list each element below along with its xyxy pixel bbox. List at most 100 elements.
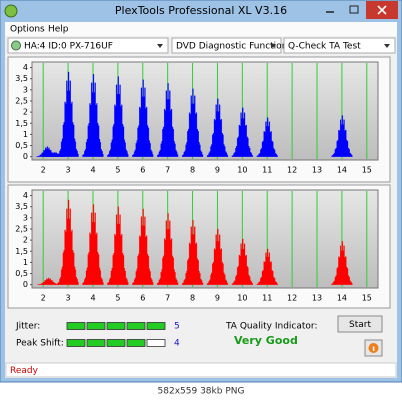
minimize-button[interactable] <box>318 1 342 19</box>
info-icon-glyph <box>372 346 375 351</box>
y-tick-label: 0 <box>23 152 28 161</box>
x-tick-label: 7 <box>165 294 170 303</box>
x-tick-label: 11 <box>262 166 272 175</box>
dropdown-arrow <box>157 44 163 48</box>
window-title: PlexTools Professional XL V3.16 <box>115 4 287 17</box>
y-tick-label: 2,5 <box>15 224 28 233</box>
start-button[interactable] <box>337 315 383 333</box>
quality-label: TA Quality Indicator: <box>225 322 317 332</box>
x-tick-label: 13 <box>312 294 322 303</box>
peak <box>256 248 278 285</box>
x-tick-label: 4 <box>90 294 95 303</box>
peak <box>181 219 204 285</box>
x-tick-label: 5 <box>115 294 120 303</box>
test-select[interactable] <box>283 37 396 54</box>
x-tick-label: 7 <box>165 166 170 175</box>
peak <box>181 88 204 157</box>
x-tick-label: 8 <box>190 166 195 175</box>
peak <box>82 74 104 157</box>
peak <box>231 238 253 285</box>
y-tick-label: 2 <box>23 108 28 117</box>
x-tick-label: 2 <box>41 166 46 175</box>
close-icon <box>377 5 387 15</box>
x-tick-label: 6 <box>140 294 145 303</box>
metric-value: 5 <box>174 322 180 332</box>
app-icon <box>4 4 18 18</box>
y-tick-label: 3,5 <box>15 202 28 211</box>
function-select-text: DVD Diagnostic Functions <box>176 42 292 52</box>
y-tick-label: 3 <box>23 85 28 94</box>
maximize-icon <box>349 5 359 14</box>
meter-segment <box>126 339 146 347</box>
meter-segment <box>86 322 106 330</box>
x-tick-label: 9 <box>215 166 220 175</box>
y-tick-label: 4 <box>23 63 28 72</box>
peak <box>331 115 353 157</box>
status-bar <box>5 362 397 378</box>
peak <box>107 76 129 157</box>
y-tick-label: 1,5 <box>15 119 28 128</box>
test-select-text: Q-Check TA Test <box>288 42 361 52</box>
y-tick-label: 1 <box>23 258 28 267</box>
drive-select[interactable] <box>7 37 169 54</box>
menu-bar <box>5 22 397 36</box>
x-tick-label: 10 <box>237 294 247 303</box>
y-tick-label: 0 <box>23 280 28 289</box>
menu-item[interactable]: Help <box>48 25 69 35</box>
peak <box>206 98 229 157</box>
menu-item[interactable]: Options <box>10 25 45 35</box>
x-tick-label: 12 <box>287 166 297 175</box>
x-tick-label: 8 <box>190 294 195 303</box>
meter-segment <box>66 322 86 330</box>
y-tick-label: 2 <box>23 236 28 245</box>
x-tick-label: 15 <box>362 166 372 175</box>
meter-segment <box>106 322 126 330</box>
function-select[interactable] <box>171 37 282 54</box>
meter-segment <box>86 339 106 347</box>
meter-segment <box>106 339 126 347</box>
y-tick-label: 1 <box>23 130 28 139</box>
metric-value: 4 <box>174 339 180 349</box>
x-tick-label: 14 <box>337 166 347 175</box>
x-tick-label: 9 <box>215 294 220 303</box>
metric-label: Peak Shift: <box>16 339 64 349</box>
x-tick-label: 3 <box>66 294 71 303</box>
y-tick-label: 3,5 <box>15 74 28 83</box>
metric-label: Jitter: <box>15 322 40 332</box>
peak <box>256 117 278 157</box>
meter-segment <box>126 322 146 330</box>
y-tick-label: 4 <box>23 191 28 200</box>
x-tick-label: 15 <box>362 294 372 303</box>
status-text: Ready <box>10 366 39 376</box>
x-tick-label: 10 <box>237 166 247 175</box>
peak <box>57 71 79 157</box>
x-tick-label: 4 <box>90 166 95 175</box>
y-tick-label: 0,5 <box>15 141 28 150</box>
x-tick-label: 3 <box>66 166 71 175</box>
peak <box>157 213 179 285</box>
y-tick-label: 0,5 <box>15 269 28 278</box>
plot-area <box>31 189 379 289</box>
x-tick-label: 11 <box>262 294 272 303</box>
y-tick-label: 3 <box>23 213 28 222</box>
meter-segment <box>146 339 166 347</box>
y-tick-label: 2,5 <box>15 96 28 105</box>
maximize-button[interactable] <box>342 1 366 19</box>
result-panel <box>8 312 392 360</box>
plot-area <box>31 61 379 161</box>
peak <box>37 277 59 285</box>
dropdown-arrow <box>384 44 390 48</box>
x-tick-label: 6 <box>140 166 145 175</box>
drive-icon <box>11 40 21 51</box>
quality-result: Very Good <box>234 334 298 347</box>
y-tick-label: 1,5 <box>15 247 28 256</box>
meter-segment <box>66 339 86 347</box>
peak <box>157 83 179 157</box>
peak <box>107 206 129 285</box>
peak <box>231 107 253 157</box>
x-tick-label: 14 <box>337 294 347 303</box>
dropdown-arrow <box>270 44 276 48</box>
peak <box>206 228 229 285</box>
peak <box>132 208 154 285</box>
peak <box>57 199 79 285</box>
